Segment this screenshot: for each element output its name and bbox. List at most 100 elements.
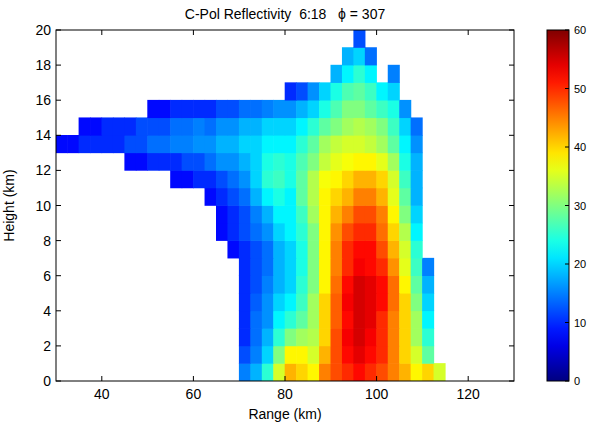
cell [342, 82, 354, 100]
cell [227, 135, 239, 153]
y-axis-title: Height (km) [1, 169, 17, 241]
cell [331, 258, 343, 276]
cell [365, 293, 377, 311]
cell [182, 153, 194, 171]
cell [353, 117, 365, 135]
x-tick [468, 30, 469, 35]
cell [273, 311, 285, 329]
cell [353, 100, 365, 118]
cell [342, 311, 354, 329]
cell [250, 240, 262, 258]
cell [273, 153, 285, 171]
cell [273, 100, 285, 118]
cell [331, 240, 343, 258]
cell [296, 258, 308, 276]
colorbar-tick [565, 264, 569, 265]
y-tick [56, 275, 61, 276]
cell [342, 346, 354, 364]
cell [331, 293, 343, 311]
cell [296, 153, 308, 171]
cell [342, 275, 354, 293]
cell [239, 346, 251, 364]
cell [399, 275, 411, 293]
colorbar [547, 30, 569, 381]
cell [365, 223, 377, 241]
cell [262, 188, 274, 206]
cell [365, 205, 377, 223]
y-tick [56, 135, 61, 136]
cell [239, 223, 251, 241]
cell [411, 135, 423, 153]
cell [250, 188, 262, 206]
cell [353, 30, 365, 48]
cell [239, 135, 251, 153]
cell [262, 258, 274, 276]
cell [296, 170, 308, 188]
x-tick [101, 376, 102, 381]
cell [376, 275, 388, 293]
cell [227, 205, 239, 223]
cell [365, 258, 377, 276]
cell [170, 100, 182, 118]
cell [342, 117, 354, 135]
y-tick-label: 10 [35, 198, 51, 214]
cell [365, 275, 377, 293]
cell [227, 170, 239, 188]
cell [365, 82, 377, 100]
x-tick-label: 40 [94, 386, 110, 402]
cell [296, 275, 308, 293]
x-tick [376, 376, 377, 381]
cell [319, 170, 331, 188]
cell [353, 153, 365, 171]
cell [273, 117, 285, 135]
cell [376, 293, 388, 311]
cell [411, 363, 423, 381]
x-tick [193, 376, 194, 381]
cell [227, 100, 239, 118]
cell [342, 170, 354, 188]
cell [308, 258, 320, 276]
cell [285, 117, 297, 135]
cell [273, 223, 285, 241]
cell [319, 153, 331, 171]
cell [411, 275, 423, 293]
cell [422, 346, 434, 364]
cell [262, 100, 274, 118]
cell [273, 258, 285, 276]
cell [102, 135, 114, 153]
cell [411, 117, 423, 135]
cell [388, 363, 400, 381]
cell [353, 240, 365, 258]
y-tick [509, 345, 514, 346]
y-tick [56, 100, 61, 101]
cell [239, 311, 251, 329]
cell [399, 223, 411, 241]
cell [353, 135, 365, 153]
cell [273, 328, 285, 346]
cell [193, 153, 205, 171]
cell [388, 117, 400, 135]
cell [331, 82, 343, 100]
colorbar-tick-label: 60 [574, 24, 586, 36]
y-tick-label: 4 [43, 303, 51, 319]
cell [250, 170, 262, 188]
cell [262, 275, 274, 293]
cell [79, 117, 91, 135]
cell [331, 117, 343, 135]
cell [376, 117, 388, 135]
cell [331, 65, 343, 83]
cell [331, 188, 343, 206]
y-tick [56, 170, 61, 171]
cell [285, 153, 297, 171]
cell [239, 258, 251, 276]
y-tick-label: 6 [43, 268, 51, 284]
cell [136, 135, 148, 153]
cell [399, 153, 411, 171]
cell [308, 240, 320, 258]
y-tick [56, 240, 61, 241]
cell [388, 293, 400, 311]
cell [376, 153, 388, 171]
colorbar-tick-label: 40 [574, 141, 586, 153]
cell [365, 100, 377, 118]
cell [273, 205, 285, 223]
